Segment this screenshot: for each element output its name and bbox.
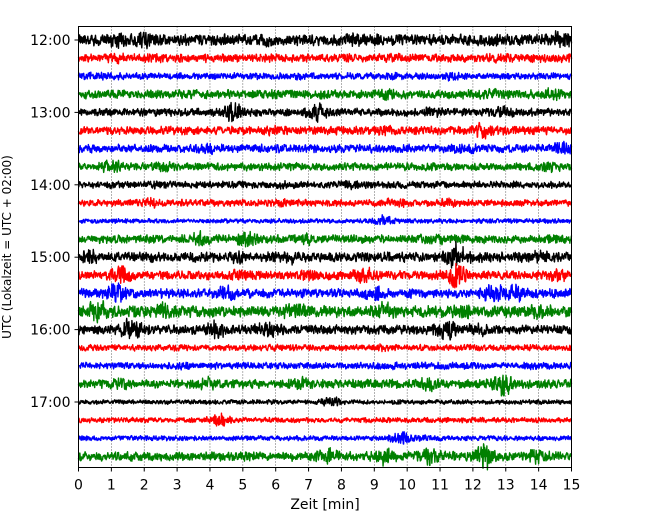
trace-1545 [77, 299, 573, 324]
trace-1445 [77, 230, 573, 248]
y-tick-label: 17:00 [30, 395, 70, 411]
x-tick-label: 15 [563, 478, 581, 494]
trace-1245 [77, 87, 573, 102]
trace-1745 [77, 443, 573, 471]
x-axis-ticks: 0 1 2 3 4 5 6 7 8 9 10 11 12 13 14 15 [74, 467, 581, 494]
y-tick-label: 14:00 [30, 178, 70, 194]
x-tick-label: 14 [530, 478, 548, 494]
trace-1230 [77, 71, 573, 82]
x-tick-label: 2 [140, 478, 149, 494]
y-axis-ticks: 12:00 13:00 14:00 15:00 16:00 17:00 [30, 33, 79, 411]
trace-1400 [77, 179, 573, 191]
x-tick-label: 6 [271, 478, 280, 494]
trace-1200 [78, 30, 573, 50]
x-tick-label: 7 [304, 478, 313, 494]
y-axis-label: UTC (Lokalzeit = UTC + 02:00) [0, 155, 14, 339]
y-tick-label: 12:00 [30, 33, 70, 49]
x-tick-label: 11 [431, 478, 449, 494]
trace-1700 [77, 396, 572, 407]
x-tick-label: 10 [398, 478, 416, 494]
trace-1415 [77, 196, 573, 209]
trace-1345 [77, 159, 573, 174]
x-tick-label: 8 [337, 478, 346, 494]
x-tick-label: 12 [464, 478, 482, 494]
trace-1515 [77, 262, 573, 289]
trace-1630 [78, 361, 572, 371]
trace-group [77, 30, 573, 471]
y-tick-label: 16:00 [30, 323, 70, 339]
y-tick-label: 15:00 [30, 250, 70, 266]
x-tick-label: 0 [74, 478, 83, 494]
trace-1315 [77, 121, 573, 140]
y-tick-label: 13:00 [30, 105, 70, 121]
trace-1330 [77, 140, 573, 156]
trace-1300 [77, 101, 573, 123]
x-axis-label: Zeit [min] [290, 497, 359, 513]
x-tick-label: 9 [370, 478, 379, 494]
trace-1500 [77, 240, 573, 269]
x-tick-label: 3 [173, 478, 182, 494]
trace-1530 [78, 282, 572, 303]
x-tick-label: 13 [497, 478, 515, 494]
trace-1645 [77, 374, 573, 397]
trace-1215 [77, 52, 573, 65]
plot-frame [78, 26, 572, 468]
x-tick-label: 4 [206, 478, 215, 494]
trace-1615 [77, 343, 573, 353]
trace-1600 [77, 317, 572, 341]
trace-1715 [77, 412, 573, 427]
x-tick-label: 1 [107, 478, 116, 494]
trace-1730 [77, 431, 573, 445]
trace-1430 [77, 214, 573, 226]
x-tick-label: 5 [238, 478, 247, 494]
